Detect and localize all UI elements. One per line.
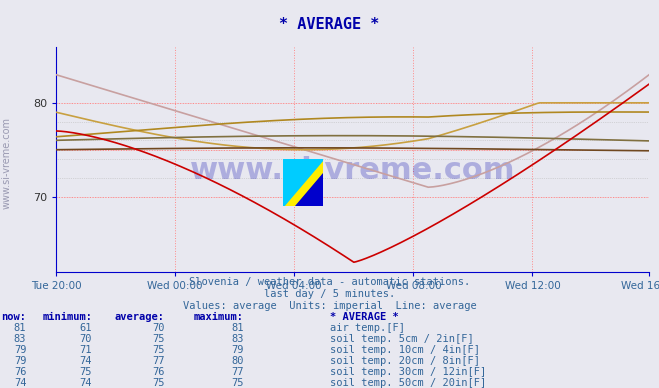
Text: soil temp. 10cm / 4in[F]: soil temp. 10cm / 4in[F] xyxy=(330,345,480,355)
Text: 70: 70 xyxy=(152,323,165,333)
Text: * AVERAGE *: * AVERAGE * xyxy=(330,312,398,322)
Text: 79: 79 xyxy=(14,345,26,355)
Text: 70: 70 xyxy=(80,334,92,344)
Text: 77: 77 xyxy=(231,367,244,377)
Text: 74: 74 xyxy=(14,378,26,388)
Text: now:: now: xyxy=(1,312,26,322)
Text: Values: average  Units: imperial  Line: average: Values: average Units: imperial Line: av… xyxy=(183,301,476,311)
Text: Slovenia / weather data - automatic stations.: Slovenia / weather data - automatic stat… xyxy=(189,277,470,288)
Text: soil temp. 50cm / 20in[F]: soil temp. 50cm / 20in[F] xyxy=(330,378,486,388)
Text: www.si-vreme.com: www.si-vreme.com xyxy=(1,117,12,209)
Text: 75: 75 xyxy=(152,378,165,388)
Text: 71: 71 xyxy=(80,345,92,355)
Text: 83: 83 xyxy=(231,334,244,344)
Text: 75: 75 xyxy=(152,345,165,355)
Text: 75: 75 xyxy=(80,367,92,377)
Text: 76: 76 xyxy=(14,367,26,377)
Text: 81: 81 xyxy=(231,323,244,333)
Text: 77: 77 xyxy=(152,356,165,366)
Text: soil temp. 5cm / 2in[F]: soil temp. 5cm / 2in[F] xyxy=(330,334,473,344)
Text: maximum:: maximum: xyxy=(194,312,244,322)
Text: 76: 76 xyxy=(152,367,165,377)
Text: minimum:: minimum: xyxy=(42,312,92,322)
Text: soil temp. 30cm / 12in[F]: soil temp. 30cm / 12in[F] xyxy=(330,367,486,377)
Polygon shape xyxy=(295,173,323,206)
Text: soil temp. 20cm / 8in[F]: soil temp. 20cm / 8in[F] xyxy=(330,356,480,366)
Text: 79: 79 xyxy=(14,356,26,366)
Text: 83: 83 xyxy=(14,334,26,344)
Text: 74: 74 xyxy=(80,356,92,366)
Text: average:: average: xyxy=(115,312,165,322)
Text: 75: 75 xyxy=(152,334,165,344)
Text: * AVERAGE *: * AVERAGE * xyxy=(279,17,380,33)
Text: 79: 79 xyxy=(231,345,244,355)
Text: 75: 75 xyxy=(231,378,244,388)
Text: last day / 5 minutes.: last day / 5 minutes. xyxy=(264,289,395,299)
Polygon shape xyxy=(283,159,323,206)
Text: 74: 74 xyxy=(80,378,92,388)
Text: 61: 61 xyxy=(80,323,92,333)
Polygon shape xyxy=(283,159,323,206)
Text: www.si-vreme.com: www.si-vreme.com xyxy=(190,156,515,185)
Text: 81: 81 xyxy=(14,323,26,333)
Text: 80: 80 xyxy=(231,356,244,366)
Text: air temp.[F]: air temp.[F] xyxy=(330,323,405,333)
